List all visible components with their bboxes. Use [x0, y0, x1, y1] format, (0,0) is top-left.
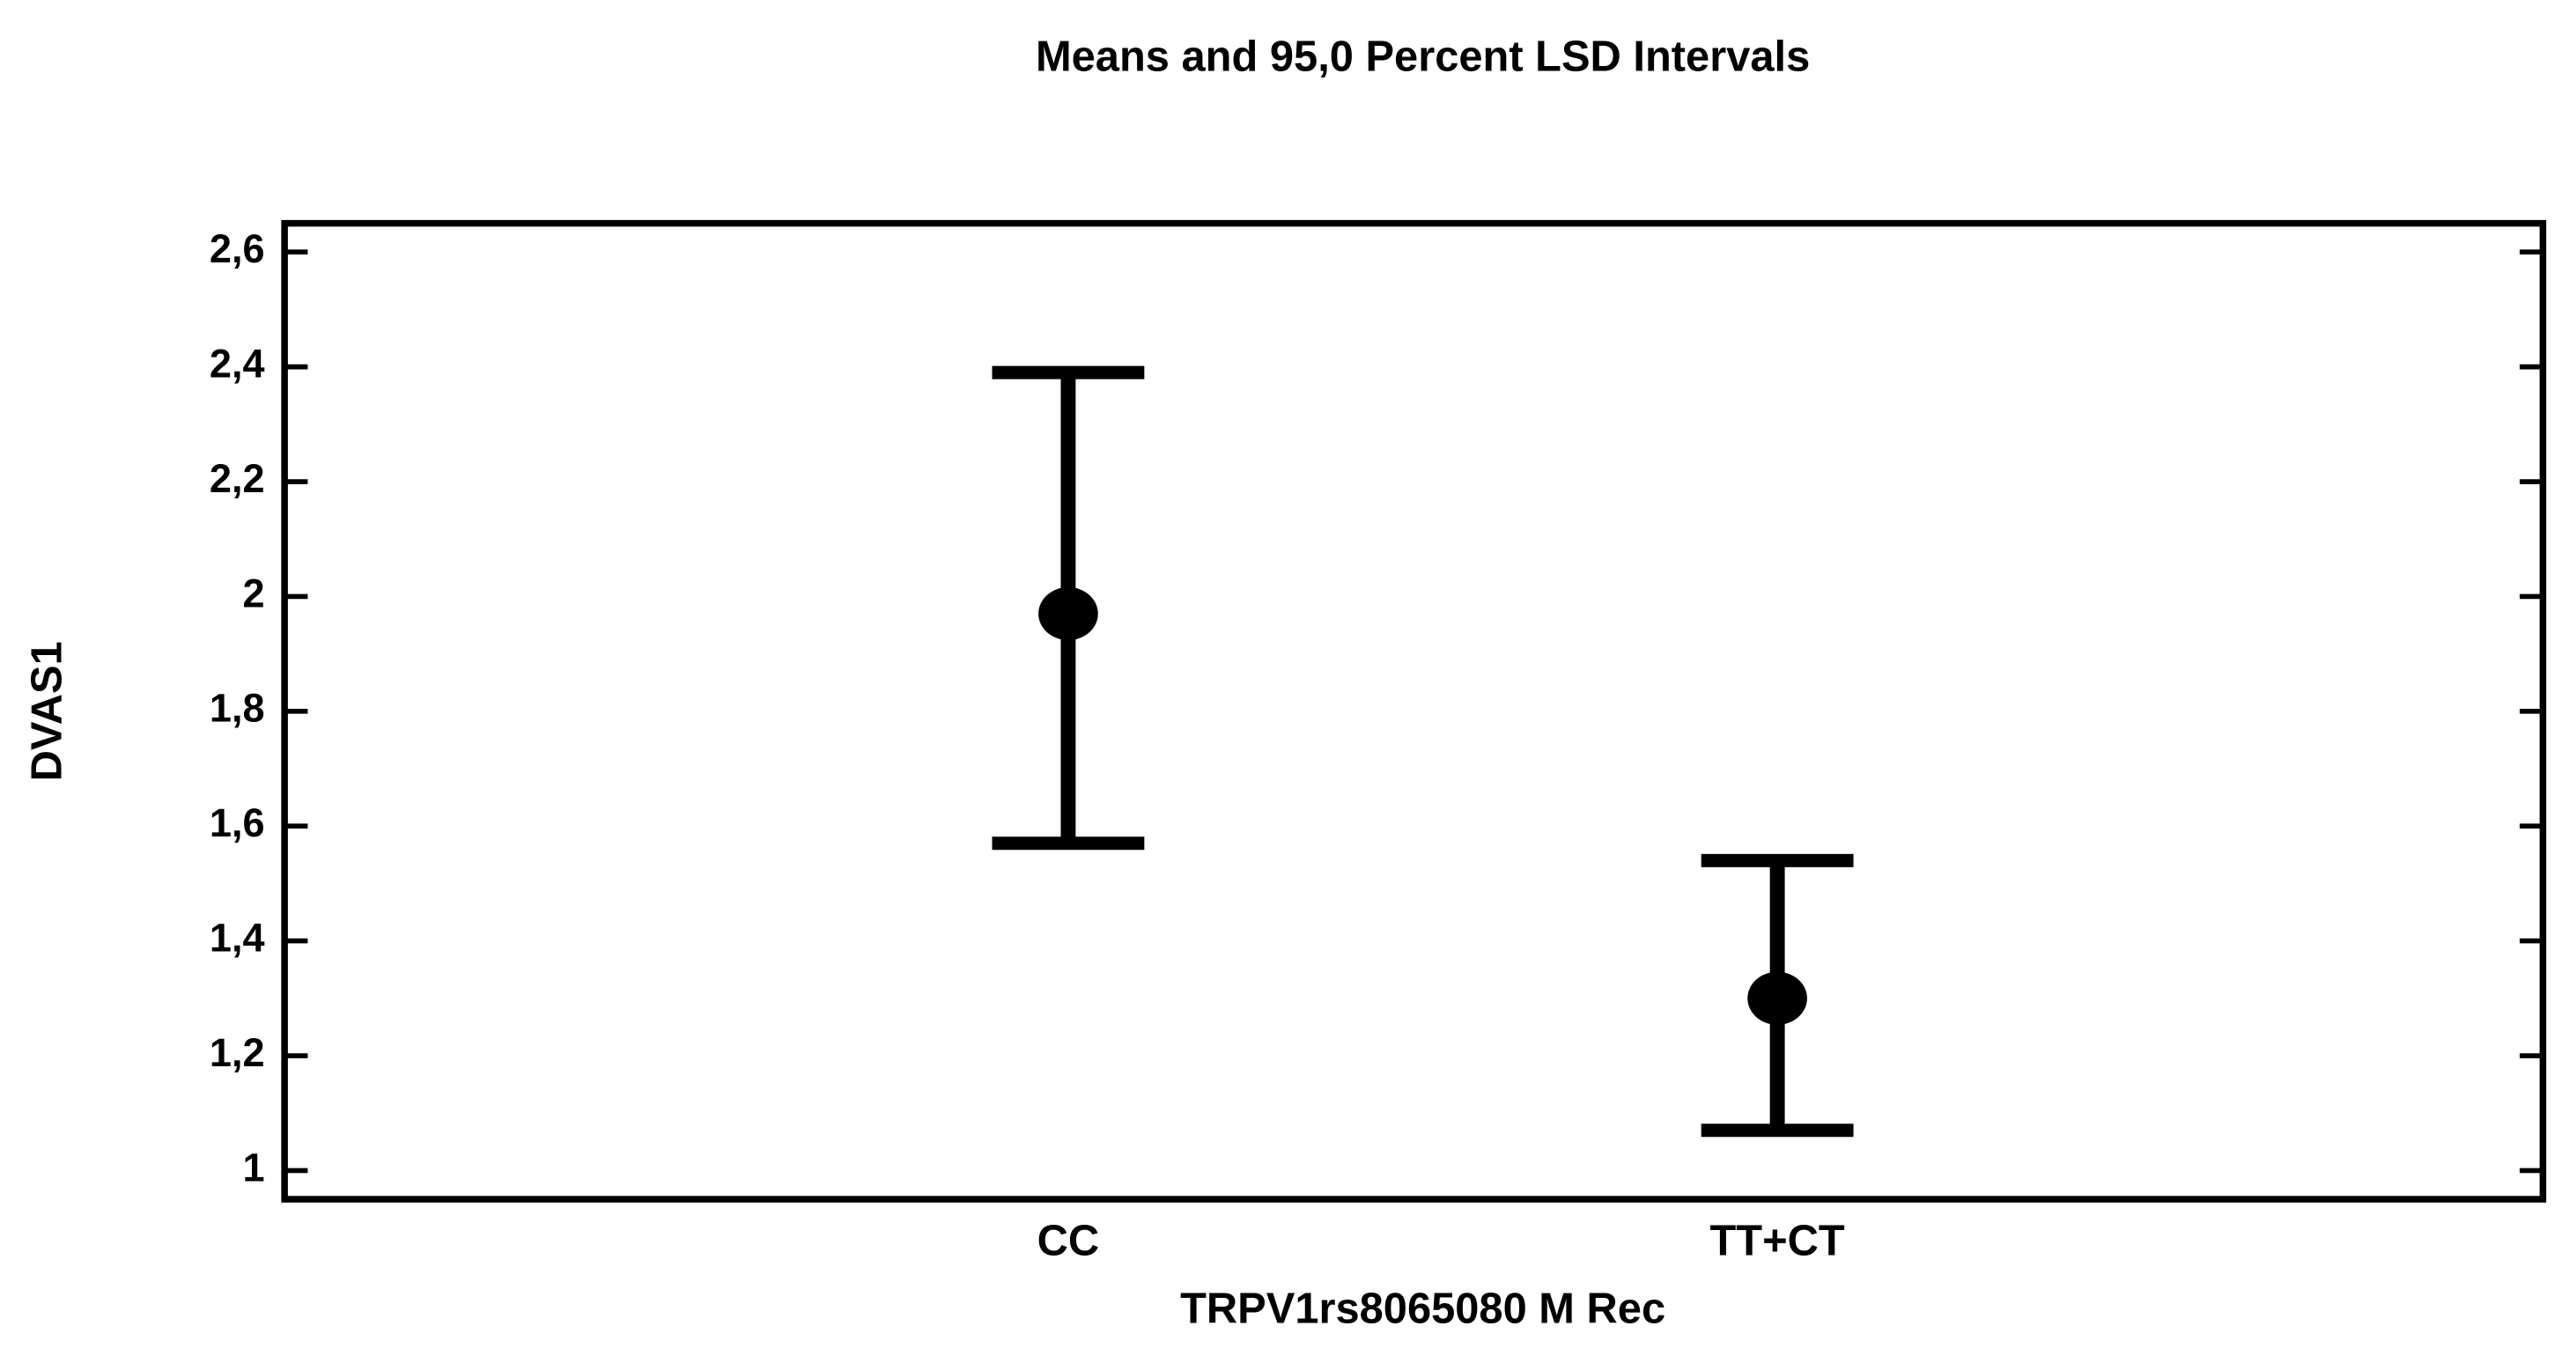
y-tick-label: 2,6: [210, 226, 265, 271]
x-tick-label: CC: [1037, 1218, 1100, 1265]
y-tick-label: 2,4: [210, 342, 265, 387]
chart-title: Means and 95,0 Percent LSD Intervals: [1036, 33, 1810, 81]
y-tick-label: 1: [242, 1145, 264, 1190]
y-tick-label: 2,2: [210, 456, 265, 501]
plot-frame: [281, 219, 2547, 1203]
y-tick-label: 1,4: [210, 916, 265, 961]
x-axis-label: TRPV1rs8065080 M Rec: [1180, 1286, 1665, 1333]
mean-marker: [1038, 586, 1098, 641]
y-axis-label: DVAS1: [23, 641, 70, 781]
y-tick-label: 1,2: [210, 1030, 265, 1075]
mean-marker: [1747, 971, 1807, 1025]
y-tick-label: 2: [242, 571, 264, 615]
y-tick-label: 1,8: [210, 686, 265, 731]
x-tick-label: TT+CT: [1709, 1218, 1844, 1265]
y-tick-label: 1,6: [210, 800, 265, 845]
